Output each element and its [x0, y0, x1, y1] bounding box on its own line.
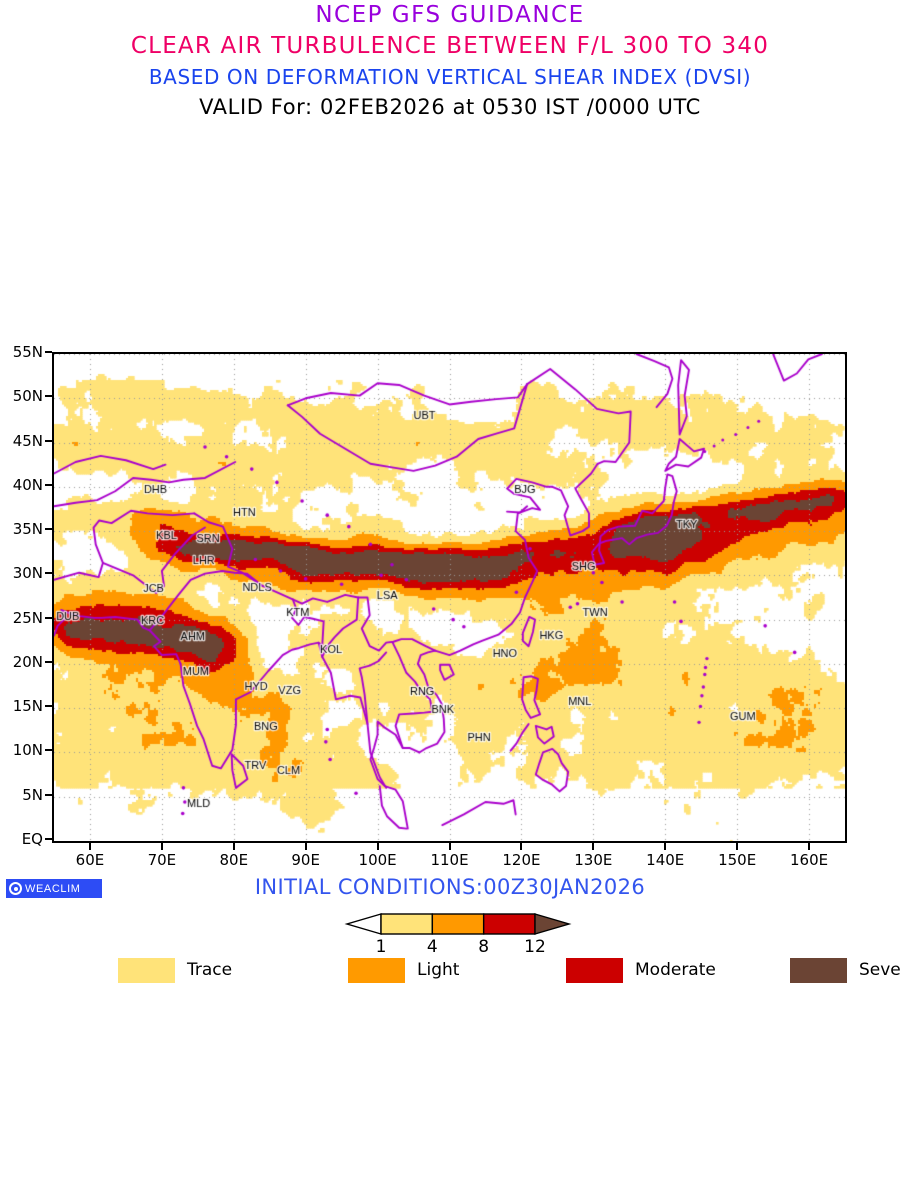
- lon-tick-mark: [88, 843, 91, 850]
- colorbar: 1 4 8 12: [343, 910, 573, 958]
- legend-item-label: Moderate: [635, 960, 716, 980]
- longitude-axis: 60E 70E 80E 90E 100E 110E 120E 130E 140E 150E 160E: [52, 843, 847, 875]
- lat-tick-mark: [45, 793, 52, 796]
- legend-item-label: Severe: [859, 960, 900, 980]
- lon-tick-label: 130E: [574, 851, 613, 869]
- latitude-axis: EQ 5N 10N 15N 20N 25N 30N 35N 40N 45N 50N 55N: [0, 343, 52, 848]
- lon-tick-mark: [808, 843, 811, 850]
- colorbar-swatches: [344, 913, 572, 935]
- lon-tick-label: 110E: [430, 851, 469, 869]
- lat-tick-label: 50N: [12, 387, 43, 406]
- legend-color-swatch: [118, 957, 175, 983]
- lon-tick-mark: [448, 843, 451, 850]
- lat-tick-mark: [45, 439, 52, 442]
- lat-tick-mark: [45, 351, 52, 353]
- lat-tick-mark: [45, 483, 52, 486]
- title-subtitle-method: BASED ON DEFORMATION VERTICAL SHEAR INDE…: [148, 65, 752, 89]
- lon-tick-mark: [520, 843, 523, 850]
- lat-tick-mark: [45, 660, 52, 663]
- title-valid-time: VALID For: 02FEB2026 at 0530 IST /0000 U…: [199, 95, 701, 119]
- lat-tick-mark: [45, 616, 52, 619]
- lon-tick-label: 160E: [789, 851, 829, 869]
- weaclim-circle-icon: [9, 882, 22, 895]
- legend-color-swatch: [790, 957, 847, 983]
- lon-tick-mark: [664, 843, 667, 850]
- lat-tick-label: EQ: [21, 830, 43, 848]
- lon-tick-label: 150E: [718, 851, 757, 869]
- weaclim-logo: WEACLIM: [6, 879, 102, 898]
- lat-tick-label: 35N: [12, 520, 43, 539]
- lat-tick-mark: [45, 838, 52, 840]
- category-legend: Trace Light Moderate Severe: [0, 957, 900, 985]
- lon-tick-mark: [592, 843, 595, 850]
- colorbar-tick-label: 4: [426, 937, 438, 957]
- lon-tick-mark: [232, 843, 235, 850]
- lon-tick-mark: [736, 843, 739, 850]
- legend-item: Trace: [118, 957, 232, 983]
- lat-tick-label: 5N: [22, 785, 43, 804]
- lat-tick-label: 20N: [12, 652, 43, 671]
- lat-tick-mark: [45, 395, 52, 398]
- lon-tick-label: 120E: [502, 851, 541, 869]
- lat-tick-label: 55N: [12, 343, 43, 361]
- lon-tick-label: 80E: [219, 851, 249, 869]
- lat-tick-mark: [45, 705, 52, 708]
- lon-tick-label: 90E: [291, 851, 320, 869]
- colorbar-tick-label: 1: [375, 937, 387, 957]
- lon-tick-mark: [376, 843, 379, 850]
- lon-tick-label: 70E: [147, 851, 177, 869]
- lat-tick-label: 45N: [12, 431, 43, 450]
- lat-tick-label: 25N: [12, 608, 43, 627]
- legend-item: Moderate: [566, 957, 716, 983]
- lat-tick-label: 30N: [12, 564, 43, 583]
- legend-item-label: Trace: [187, 960, 233, 980]
- colorbar-tick-labels: 1 4 8 12: [343, 937, 573, 958]
- lat-tick-mark: [45, 528, 52, 531]
- weaclim-logo-label: WEACLIM: [25, 882, 81, 895]
- lat-tick-label: 10N: [12, 741, 43, 760]
- legend-item: Light: [348, 957, 459, 983]
- initial-conditions-label: INITIAL CONDITIONS:00Z30JAN2026: [254, 875, 646, 899]
- legend-color-swatch: [566, 957, 623, 983]
- lat-tick-label: 15N: [12, 697, 43, 716]
- legend-item-label: Light: [417, 960, 460, 980]
- lat-tick-label: 40N: [12, 475, 43, 494]
- lon-tick-label: 60E: [75, 851, 105, 869]
- legend-color-swatch: [348, 957, 405, 983]
- colorbar-tick-label: 12: [524, 937, 546, 957]
- lat-tick-mark: [45, 572, 52, 575]
- lon-tick-label: 100E: [358, 851, 397, 869]
- title-subtitle-cat: CLEAR AIR TURBULENCE BETWEEN F/L 300 TO …: [130, 33, 770, 59]
- colorbar-tick-label: 8: [478, 937, 490, 957]
- lon-tick-label: 140E: [646, 851, 685, 869]
- map-plot-area[interactable]: [52, 352, 847, 843]
- lon-tick-mark: [160, 843, 163, 850]
- lon-tick-mark: [304, 843, 307, 850]
- page-title: NCEP GFS GUIDANCE: [315, 2, 585, 28]
- lat-tick-mark: [45, 749, 52, 752]
- title-block: NCEP GFS GUIDANCE CLEAR AIR TURBULENCE B…: [0, 0, 900, 122]
- legend-item: Severe: [790, 957, 900, 983]
- cat-heatmap-canvas: [54, 354, 845, 841]
